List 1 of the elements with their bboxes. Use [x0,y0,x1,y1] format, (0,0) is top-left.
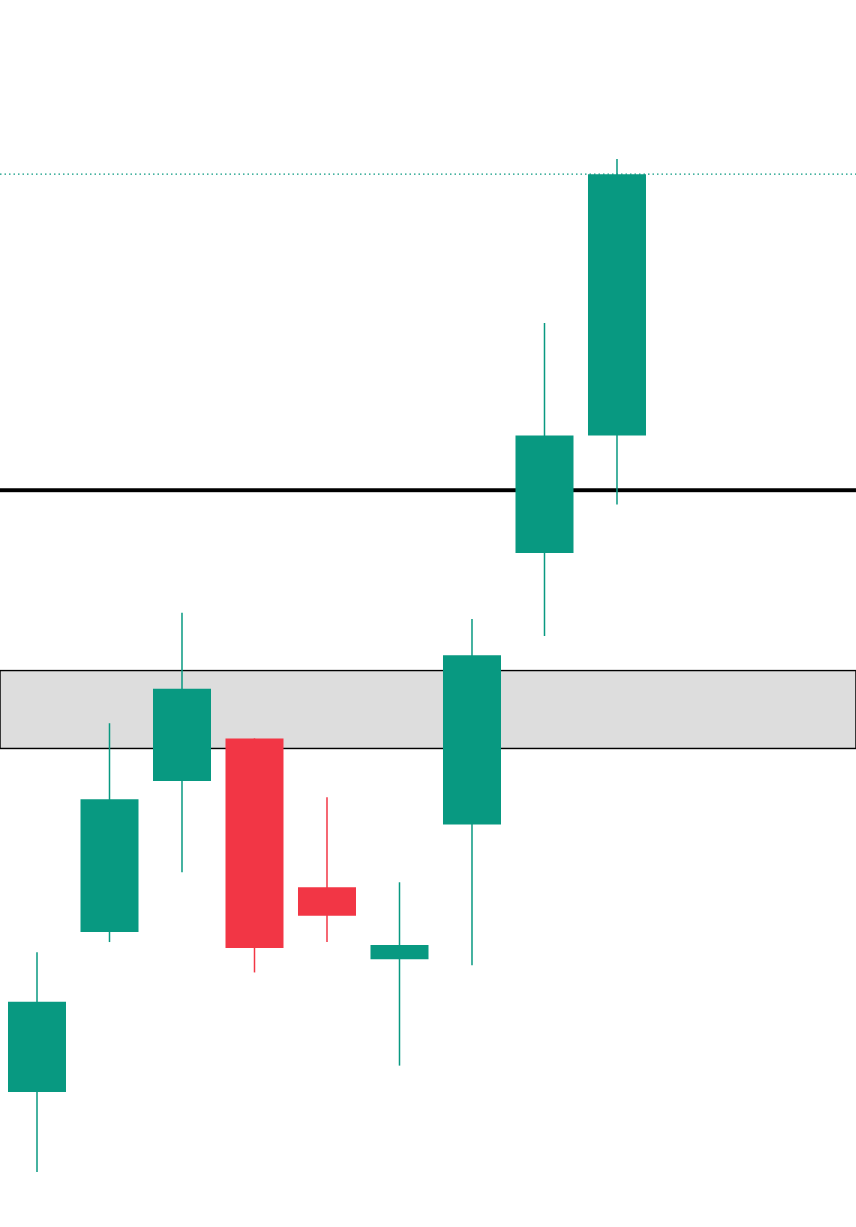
candlestick [370,881,429,1067]
